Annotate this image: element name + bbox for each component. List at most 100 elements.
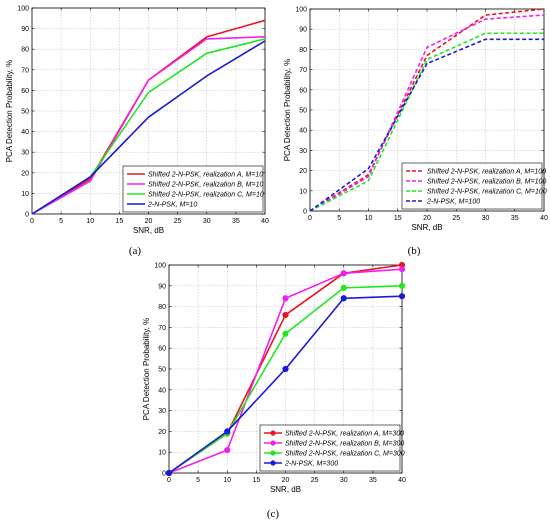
x-tick-label: 30 <box>482 215 490 222</box>
legend-entry: Shifted 2-N-PSK, realization B, M=10 <box>148 182 263 189</box>
x-axis-label: SNR, dB <box>411 223 442 232</box>
x-tick-label: 10 <box>86 218 94 225</box>
panel-caption: (b) <box>408 245 421 257</box>
y-tick-label: 70 <box>158 325 166 332</box>
legend-entry: Shifted 2-N-PSK, realization A, M=100 <box>427 169 546 176</box>
y-tick-label: 80 <box>158 304 166 311</box>
y-tick-label: 40 <box>158 387 166 394</box>
x-tick-label: 0 <box>167 477 171 484</box>
y-axis-label: PCA Detection Probability, % <box>5 60 14 163</box>
y-tick-label: 70 <box>21 67 29 74</box>
x-tick-label: 20 <box>282 477 290 484</box>
x-tick-label: 5 <box>337 215 341 222</box>
legend-entry: Shifted 2-N-PSK, realization C, M=100 <box>427 189 547 196</box>
x-tick-label: 30 <box>203 218 211 225</box>
data-point <box>282 330 289 337</box>
y-tick-label: 50 <box>299 108 307 115</box>
x-tick-label: 40 <box>261 218 269 225</box>
data-point <box>340 270 347 277</box>
series-line-4 <box>31 40 266 215</box>
y-tick-label: 90 <box>21 26 29 33</box>
legend-marker <box>270 440 276 446</box>
y-tick-label: 10 <box>158 450 166 457</box>
data-point <box>340 295 347 302</box>
y-tick-label: 70 <box>299 67 307 74</box>
axes-frame <box>309 8 545 212</box>
x-tick-label: 15 <box>394 215 402 222</box>
legend-marker <box>270 460 276 466</box>
y-tick-label: 40 <box>21 129 29 136</box>
y-tick-label: 40 <box>299 128 307 135</box>
series-line-2 <box>309 14 545 212</box>
data-point <box>282 365 289 373</box>
data-point <box>282 295 289 302</box>
y-tick-label: 20 <box>21 170 29 177</box>
x-tick-label: 20 <box>145 218 153 225</box>
x-tick-label: 15 <box>252 477 260 484</box>
x-tick-label: 5 <box>196 477 200 484</box>
legend-marker <box>270 430 276 436</box>
x-tick-label: 10 <box>365 215 373 222</box>
legend-entry: 2-N-PSK, M=300 <box>284 461 338 468</box>
series-line-2 <box>31 36 266 215</box>
legend-entry: Shifted 2-N-PSK, realization A, M=300 <box>285 431 404 438</box>
y-tick-label: 100 <box>154 263 166 270</box>
y-tick-label: 80 <box>299 47 307 54</box>
y-tick-label: 30 <box>299 148 307 155</box>
legend-entry: Shifted 2-N-PSK, realization B, M=100 <box>427 179 546 186</box>
legend-entry: Shifted 2-N-PSK, realization C, M=10 <box>148 192 264 199</box>
x-tick-label: 25 <box>174 218 182 225</box>
y-tick-label: 20 <box>299 168 307 175</box>
chart-panel-a: 0 5 10 15 20 25 30 35 40 0 10 20 30 40 50 60 70 80 90 100 SN… <box>5 6 269 258</box>
x-tick-label: 0 <box>30 218 34 225</box>
data-point <box>165 469 173 477</box>
panel-caption: (c) <box>267 508 280 520</box>
axes-frame <box>168 264 403 474</box>
y-tick-label: 100 <box>17 6 29 13</box>
x-tick-label: 25 <box>452 215 460 222</box>
y-tick-label: 60 <box>21 88 29 95</box>
x-axis-label: SNR, dB <box>133 226 164 235</box>
data-point <box>282 311 289 319</box>
x-tick-label: 35 <box>232 218 240 225</box>
y-tick-label: 80 <box>21 47 29 54</box>
y-tick-label: 60 <box>158 346 166 353</box>
y-axis-label: PCA Detection Probability, % <box>142 318 151 421</box>
x-tick-label: 35 <box>369 477 377 484</box>
data-point <box>224 428 231 435</box>
y-tick-label: 50 <box>21 109 29 116</box>
x-tick-label: 15 <box>115 218 123 225</box>
series-line-1 <box>309 8 545 212</box>
chart-panel-c: 0 5 10 15 20 25 30 35 40 0 10 20 30 40 50 60 70 80 90 100 SN… <box>142 261 406 520</box>
legend-box <box>401 162 543 210</box>
legend-box <box>259 424 401 472</box>
legend-entry: Shifted 2-N-PSK, realization B, M=300 <box>285 441 404 448</box>
y-tick-label: 0 <box>162 471 166 478</box>
legend-entry: 2-N-PSK, M=100 <box>426 199 480 206</box>
x-tick-label: 40 <box>540 215 548 222</box>
data-point <box>398 293 406 300</box>
legend-marker <box>270 450 276 456</box>
y-tick-label: 60 <box>299 87 307 94</box>
panel-caption: (a) <box>129 245 142 257</box>
legend-entry: Shifted 2-N-PSK, realization A, M=10 <box>148 172 263 179</box>
data-point <box>398 282 406 289</box>
series-line-4 <box>309 38 544 212</box>
legend-entry: Shifted 2-N-PSK, realization C, M=300 <box>285 451 405 458</box>
x-tick-label: 0 <box>308 215 312 222</box>
x-tick-label: 10 <box>223 477 231 484</box>
data-point <box>398 266 406 273</box>
y-tick-label: 0 <box>303 209 307 216</box>
chart-panel-b: 0 5 10 15 20 25 30 35 40 0 10 20 30 40 50 60 70 80 90 100 SN… <box>283 7 548 258</box>
x-axis-label: SNR, dB <box>270 485 301 494</box>
y-tick-label: 20 <box>158 429 166 436</box>
data-point <box>340 284 347 291</box>
x-tick-label: 5 <box>59 218 63 225</box>
y-tick-label: 50 <box>158 367 166 374</box>
y-tick-label: 0 <box>25 212 29 219</box>
y-tick-label: 10 <box>21 191 29 198</box>
x-tick-label: 35 <box>511 215 519 222</box>
legend-entry: 2-N-PSK, M=10 <box>147 202 197 209</box>
y-tick-label: 30 <box>158 408 166 415</box>
